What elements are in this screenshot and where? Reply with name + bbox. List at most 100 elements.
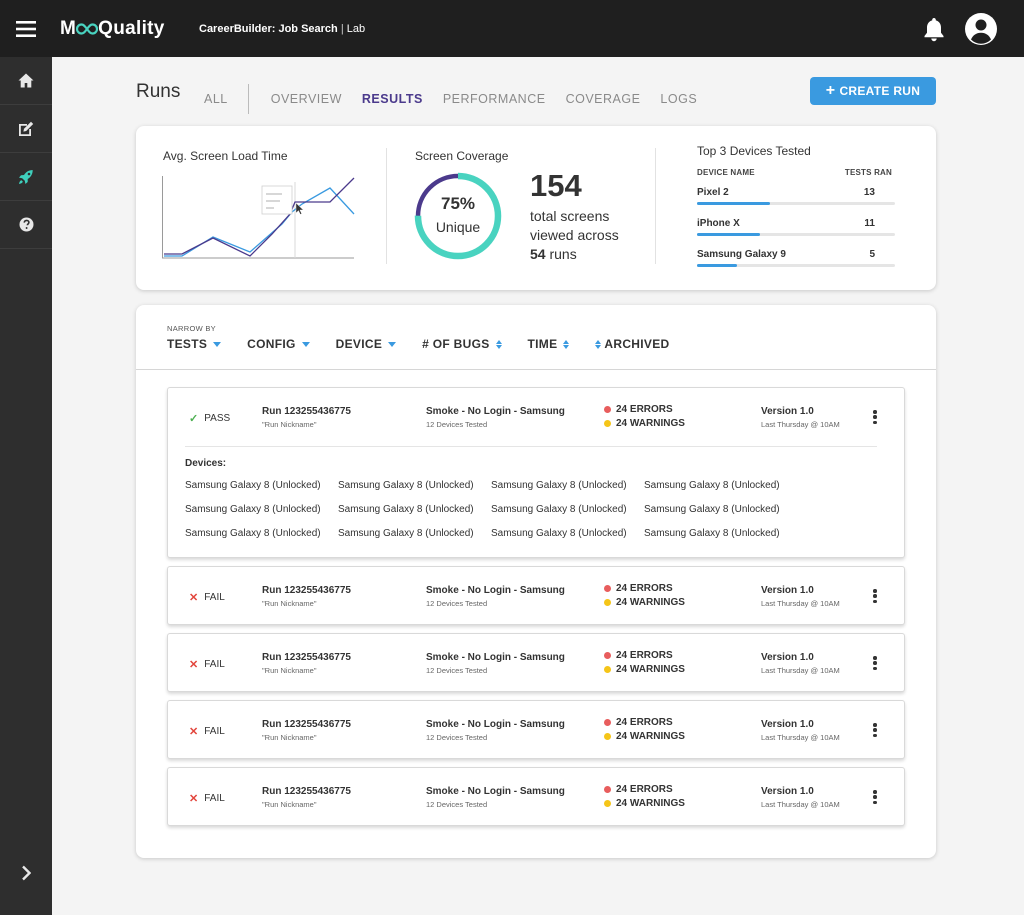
- stats-card: Avg. Screen Load Time Screen Coverage 75…: [136, 126, 936, 290]
- device-item: Samsung Galaxy 8 (Unlocked): [338, 504, 474, 515]
- bell-icon[interactable]: [920, 15, 948, 43]
- status-label: FAIL: [204, 793, 225, 804]
- run-item[interactable]: ✕ FAIL Run 123255436775 "Run Nickname" Sm…: [167, 767, 905, 826]
- device-item: Samsung Galaxy 8 (Unlocked): [491, 504, 627, 515]
- status-badge: ✕ FAIL: [189, 658, 225, 671]
- device-test-count: 13: [863, 187, 875, 198]
- filter-device[interactable]: DEVICE: [336, 337, 397, 351]
- run-nickname: "Run Nickname": [262, 420, 317, 429]
- filter-tests[interactable]: TESTS: [167, 337, 222, 351]
- device-bar-track: [697, 202, 895, 205]
- status-label: FAIL: [204, 659, 225, 670]
- run-item-expanded[interactable]: ✓ PASS Run 123255436775 "Run Nickname" Sm…: [167, 387, 905, 558]
- screens-line-1: total screens: [530, 208, 610, 224]
- devices-grid: Samsung Galaxy 8 (Unlocked) Samsung Gala…: [185, 478, 797, 541]
- menu-icon[interactable]: [0, 0, 52, 57]
- run-warnings: 24 WARNINGS: [604, 731, 685, 742]
- error-count: 24 ERRORS: [616, 717, 673, 728]
- run-item[interactable]: ✕ FAIL Run 123255436775 "Run Nickname" Sm…: [167, 633, 905, 692]
- more-options-icon[interactable]: [869, 721, 881, 739]
- sidebar-item-runs[interactable]: [0, 153, 52, 201]
- top-device-row: Pixel 2 13: [697, 177, 895, 208]
- top-device-row: iPhone X 11: [697, 208, 895, 239]
- run-item[interactable]: ✕ FAIL Run 123255436775 "Run Nickname" Sm…: [167, 700, 905, 759]
- sidebar-item-help[interactable]: [0, 201, 52, 249]
- filter-divider: [136, 369, 936, 370]
- more-options-icon[interactable]: [869, 408, 881, 426]
- run-item[interactable]: ✕ FAIL Run 123255436775 "Run Nickname" Sm…: [167, 566, 905, 625]
- logo-text-end: Quality: [98, 17, 165, 39]
- run-suite: Smoke - No Login - Samsung: [426, 585, 565, 596]
- tab-results[interactable]: RESULTS: [361, 92, 423, 106]
- status-badge: ✕ FAIL: [189, 591, 225, 604]
- error-count: 24 ERRORS: [616, 404, 673, 415]
- tab-coverage[interactable]: COVERAGE: [565, 92, 641, 106]
- run-id: Run 123255436775: [262, 406, 351, 417]
- top-device-row: Samsung Galaxy 9 5: [697, 239, 895, 270]
- warning-dot-icon: [604, 420, 611, 427]
- run-summary: ✓ PASS Run 123255436775 "Run Nickname" Sm…: [168, 388, 904, 446]
- tab-overview[interactable]: OVERVIEW: [270, 92, 342, 106]
- sort-time[interactable]: TIME: [528, 337, 570, 351]
- sort-bugs[interactable]: # OF BUGS: [422, 337, 502, 351]
- top-devices-label: Top 3 Devices Tested: [697, 144, 811, 158]
- create-run-button[interactable]: + CREATE RUN: [810, 77, 936, 105]
- run-summary: ✕ FAIL Run 123255436775 "Run Nickname" Sm…: [168, 567, 904, 625]
- tab-performance[interactable]: PERFORMANCE: [442, 92, 546, 106]
- device-name: Pixel 2: [697, 187, 729, 198]
- sidebar-item-edit[interactable]: [0, 105, 52, 153]
- run-version: Version 1.0: [761, 585, 814, 596]
- stats-divider: [655, 148, 656, 264]
- coverage-unique: Unique: [435, 219, 481, 235]
- status-label: FAIL: [204, 592, 225, 603]
- x-icon: ✕: [189, 659, 199, 671]
- tab-logs[interactable]: LOGS: [660, 92, 698, 106]
- tab-all[interactable]: ALL: [204, 92, 228, 106]
- run-devices-tested: 12 Devices Tested: [426, 800, 488, 809]
- device-bar-track: [697, 264, 895, 267]
- sort-archived[interactable]: ARCHIVED: [595, 337, 669, 351]
- device-test-count: 11: [864, 218, 875, 229]
- device-bar-track: [697, 233, 895, 236]
- more-options-icon[interactable]: [869, 788, 881, 806]
- environment-name: Lab: [346, 22, 366, 35]
- error-dot-icon: [604, 406, 611, 413]
- more-options-icon[interactable]: [869, 587, 881, 605]
- warning-count: 24 WARNINGS: [616, 664, 685, 675]
- caret-down-icon: [388, 341, 397, 347]
- run-suite: Smoke - No Login - Samsung: [426, 719, 565, 730]
- caret-down-icon: [301, 341, 310, 347]
- error-count: 24 ERRORS: [616, 650, 673, 661]
- title-separator: |: [340, 22, 344, 35]
- run-warnings: 24 WARNINGS: [604, 597, 685, 608]
- device-bar-fill: [697, 233, 761, 236]
- error-dot-icon: [604, 585, 611, 592]
- coverage-percent: 75%: [440, 194, 476, 213]
- sidebar-item-home[interactable]: [0, 57, 52, 105]
- sidebar-expand-button[interactable]: [0, 855, 52, 891]
- logo-infinity-icon: [76, 22, 99, 35]
- stats-divider: [386, 148, 387, 264]
- project-name: CareerBuilder: Job Search: [199, 22, 338, 35]
- device-item: Samsung Galaxy 8 (Unlocked): [491, 480, 627, 491]
- filter-label: TIME: [527, 337, 558, 351]
- warning-count: 24 WARNINGS: [616, 731, 685, 742]
- run-time: Last Thursday @ 10AM: [761, 800, 840, 809]
- run-nickname: "Run Nickname": [262, 666, 317, 675]
- run-nickname: "Run Nickname": [262, 733, 317, 742]
- more-options-icon[interactable]: [869, 654, 881, 672]
- filter-label: # OF BUGS: [422, 337, 490, 351]
- filter-label: ARCHIVED: [604, 337, 670, 351]
- screens-description: total screens viewed across 54 runs: [530, 207, 619, 264]
- run-id: Run 123255436775: [262, 585, 351, 596]
- status-label: FAIL: [204, 726, 225, 737]
- user-avatar-icon[interactable]: [964, 12, 998, 46]
- warning-dot-icon: [604, 800, 611, 807]
- check-icon: ✓: [189, 413, 199, 425]
- filter-config[interactable]: CONFIG: [247, 337, 310, 351]
- load-time-label: Avg. Screen Load Time: [163, 149, 288, 163]
- run-id: Run 123255436775: [262, 652, 351, 663]
- logo[interactable]: M Quality: [60, 18, 180, 40]
- run-devices-tested: 12 Devices Tested: [426, 666, 488, 675]
- status-label: PASS: [204, 413, 231, 424]
